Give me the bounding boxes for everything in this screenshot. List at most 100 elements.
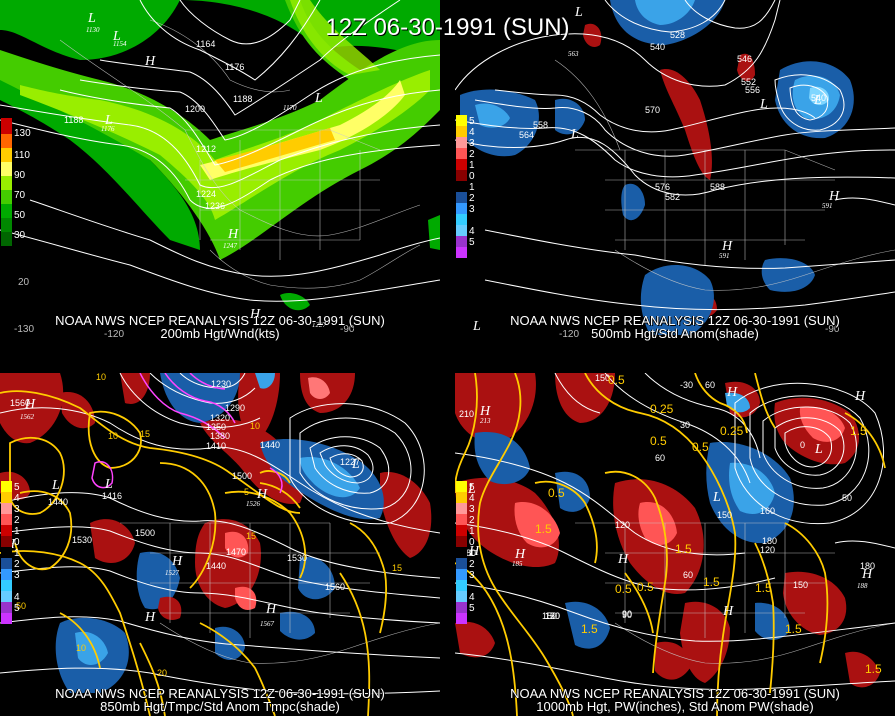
svg-text:H: H (726, 385, 738, 400)
temp-label: 10 (96, 373, 106, 382)
contour-label: 1176 (101, 125, 115, 133)
legend-label: 1 (469, 160, 475, 171)
legend-label: 3 (469, 570, 475, 581)
legend-label: 1 (469, 182, 475, 193)
contour-label: 528 (670, 30, 685, 40)
contour-label: 1500 (232, 471, 252, 481)
pw-label: 0.5 (615, 582, 632, 596)
svg-text:L: L (712, 490, 721, 505)
pw-label: 1.5 (703, 575, 720, 589)
legend-colorbar (456, 481, 467, 624)
contour-label: 180 (860, 561, 875, 571)
contour-label: 582 (665, 192, 680, 202)
contour-label: 1560 (325, 582, 345, 592)
temp-label: 20 (157, 668, 167, 678)
temp-label: 10 (108, 431, 118, 441)
lon-label: -130 (14, 324, 34, 335)
svg-text:L: L (104, 113, 113, 128)
contour-label: 120 (615, 520, 630, 530)
svg-text:H: H (144, 610, 156, 625)
contour-label: 1562 (20, 413, 35, 421)
svg-text:H: H (617, 552, 629, 567)
svg-text:H: H (861, 567, 873, 582)
contour-label: 556 (745, 85, 760, 95)
pw-label: 1.5 (675, 542, 692, 556)
contour-label: 1176 (225, 62, 244, 72)
contour-label: 1410 (206, 441, 226, 451)
contour-label: 185 (512, 560, 523, 568)
lon-label: -90 (825, 324, 840, 335)
contour-label: 1224 (196, 189, 216, 199)
contour-label: 90 (622, 609, 632, 619)
svg-text:H: H (468, 544, 480, 559)
legend-label: 3 (469, 204, 475, 215)
svg-text:L: L (104, 477, 113, 492)
legend-label: 70 (14, 190, 26, 201)
svg-text:L: L (87, 11, 96, 26)
svg-text:H: H (171, 554, 183, 569)
legend-colorbar (1, 481, 12, 624)
pw-label: 0.5 (692, 440, 709, 454)
contour-label: 1212 (196, 144, 216, 154)
contour-label: 188 (857, 582, 868, 590)
contour-label: 576 (655, 182, 670, 192)
legend-label: 0 (14, 537, 20, 548)
contour-label: 1560 (10, 398, 30, 408)
contour-label: 60 (705, 380, 715, 390)
panel-caption: NOAA NWS NCEP REANALYSIS 12Z 06-30-1991 … (510, 686, 840, 701)
contour-label: 570 (645, 105, 660, 115)
contour-label: 180 (461, 548, 476, 558)
contour-label: 213 (480, 417, 491, 425)
pw-label: 1.5 (535, 522, 552, 536)
contour-label: 60 (655, 453, 665, 463)
contour-label: 1154 (113, 40, 127, 48)
contour-label: 1440 (206, 561, 226, 571)
svg-text:H: H (854, 389, 866, 404)
svg-text:L: L (574, 5, 583, 20)
contour-label: 1530 (287, 553, 307, 563)
svg-text:H: H (249, 307, 261, 322)
contour-label: 1416 (102, 491, 122, 501)
temp-label: 15 (246, 531, 256, 541)
pw-label: 0.5 (608, 373, 625, 387)
svg-text:H: H (256, 487, 268, 502)
contour-label: 1164 (196, 39, 215, 49)
lon-label: 20 (18, 277, 30, 288)
legend-label: 4 (14, 493, 20, 504)
contour-label: 1470 (226, 547, 246, 557)
panel-subcaption: 850mb Hgt/Tmpc/Std Anom Tmpc(shade) (100, 699, 340, 714)
svg-text:H: H (721, 239, 733, 254)
contour-label: 1380 (210, 431, 230, 441)
svg-text:L: L (351, 457, 360, 472)
legend-label: 2 (469, 193, 475, 204)
panel-200mb-height-wind: L L H L L H H 1130 1154 1164 1176 1188 1… (0, 0, 440, 343)
svg-text:H: H (514, 547, 526, 562)
contour-label: 50 (842, 493, 852, 503)
panel-subcaption: 500mb Hgt/Std Anom(shade) (591, 326, 759, 341)
lon-label: -90 (340, 324, 355, 335)
map-850mb: H L L H L H H H H 1560 1562 1440 1416 15… (0, 373, 440, 716)
temp-label: 10 (76, 643, 86, 653)
legend-label: 3 (14, 570, 20, 581)
legend-label: 30 (14, 230, 26, 241)
pw-label: 0.25 (720, 424, 744, 438)
contour-label: 120 (545, 611, 560, 621)
lon-label: -120 (559, 329, 579, 340)
legend-label: 5 (14, 603, 20, 614)
contour-label: 564 (519, 130, 534, 140)
contour-label: 1440 (48, 497, 68, 507)
legend-colorbar (1, 118, 12, 246)
pw-label: 1.5 (581, 622, 598, 636)
legend-label: 3 (469, 138, 475, 149)
panel-caption: NOAA NWS NCEP REANALYSIS 12Z 06-30-1991 … (55, 313, 385, 328)
legend-label: 5 (469, 482, 475, 493)
contour-label: 60 (683, 570, 693, 580)
panel-subcaption: 200mb Hgt/Wnd(kts) (160, 326, 280, 341)
svg-text:H: H (722, 604, 734, 619)
svg-text:H: H (479, 404, 491, 419)
contour-label: 90 (622, 610, 632, 620)
pw-label: 1.5 (850, 424, 867, 438)
contour-label: 120 (760, 545, 775, 555)
pw-label: 1.5 (785, 622, 802, 636)
temp-label: 5 (244, 487, 249, 497)
